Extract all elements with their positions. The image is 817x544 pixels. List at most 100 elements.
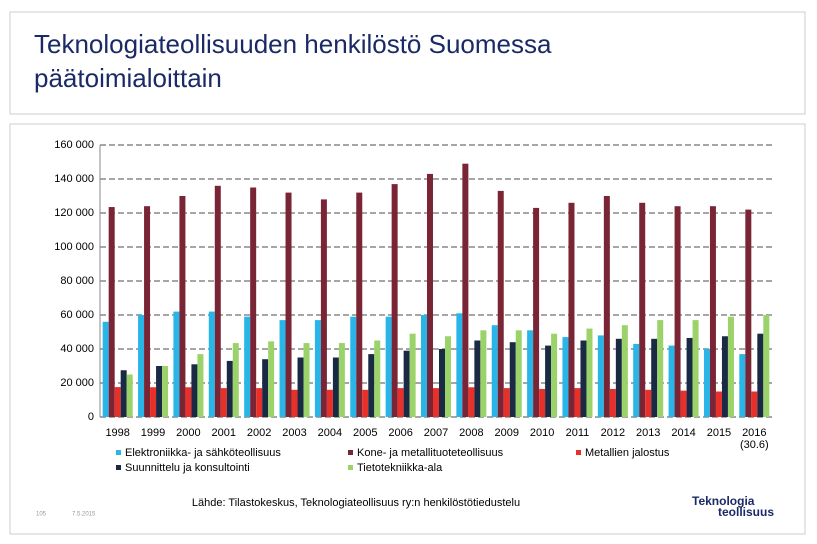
- bar: [403, 350, 410, 417]
- bar: [244, 316, 251, 417]
- bar: [545, 345, 552, 417]
- bar: [397, 388, 404, 417]
- bar: [515, 330, 522, 417]
- x-tick-label: 2001: [212, 427, 236, 439]
- title-box: [9, 11, 806, 115]
- bar: [214, 185, 221, 417]
- bar: [162, 366, 169, 417]
- legend-label: Tietotekniikka-ala: [357, 462, 443, 474]
- bar: [314, 320, 321, 417]
- bar: [580, 340, 587, 417]
- bar: [645, 389, 652, 417]
- bar: [303, 343, 310, 417]
- bar: [320, 199, 327, 417]
- bar: [615, 338, 622, 417]
- bar: [326, 389, 333, 417]
- bar: [427, 173, 433, 417]
- y-tick-label: 100 000: [54, 241, 94, 253]
- bar: [102, 321, 109, 417]
- bar: [474, 340, 481, 417]
- bar: [439, 349, 445, 417]
- x-tick-label: 2011: [566, 427, 590, 439]
- bar: [527, 330, 534, 417]
- bar: [709, 206, 716, 417]
- x-tick-label: 2008: [459, 427, 483, 439]
- bar: [745, 209, 752, 417]
- bar: [220, 388, 227, 417]
- bar: [568, 202, 575, 417]
- bar: [208, 311, 215, 417]
- bar: [480, 330, 487, 417]
- y-tick-label: 40 000: [60, 343, 94, 355]
- bar: [763, 315, 770, 417]
- legend-label: Metallien jalostus: [585, 447, 670, 459]
- x-tick-label: 2002: [247, 427, 271, 439]
- y-tick-label: 0: [88, 411, 94, 423]
- bar: [268, 341, 275, 417]
- y-tick-label: 120 000: [54, 207, 94, 219]
- bar: [757, 333, 764, 417]
- bar: [150, 387, 157, 417]
- bar: [503, 388, 510, 417]
- bar: [668, 345, 675, 417]
- bar: [727, 316, 734, 417]
- bar: [126, 374, 133, 417]
- bar: [533, 207, 540, 417]
- chart-title: päätoimialoittain: [34, 63, 222, 93]
- logo: Teknologia: [692, 494, 755, 508]
- x-tick-label: 2012: [601, 427, 625, 439]
- bar: [156, 366, 163, 417]
- bar: [197, 354, 204, 417]
- page-number: 105: [36, 512, 47, 518]
- legend-swatch: [348, 450, 353, 455]
- y-tick-label: 60 000: [60, 309, 94, 321]
- source: Lähde: Tilastokeskus, Teknologiateollisu…: [192, 497, 520, 509]
- annotation: (30.6): [740, 439, 769, 451]
- bar: [356, 192, 363, 417]
- legend-label: Elektroniikka- ja sähköteollisuus: [125, 447, 281, 459]
- bar: [332, 357, 339, 417]
- bar: [350, 316, 357, 417]
- x-tick-label: 1998: [105, 427, 129, 439]
- legend-label: Kone- ja metallituoteteollisuus: [357, 447, 504, 459]
- bar: [421, 315, 427, 417]
- bar: [179, 196, 186, 417]
- bar: [285, 192, 292, 417]
- bar: [574, 388, 581, 417]
- bar: [562, 337, 569, 417]
- bar: [138, 315, 145, 417]
- bar: [621, 325, 628, 417]
- bar: [374, 340, 381, 417]
- logo: teollisuus: [718, 505, 774, 519]
- bar: [739, 354, 746, 417]
- bar: [703, 349, 710, 417]
- x-tick-label: 2000: [176, 427, 200, 439]
- bar: [433, 388, 439, 417]
- bar: [279, 320, 286, 417]
- date: 7.5.2015: [72, 512, 96, 518]
- bar: [509, 342, 516, 417]
- bar: [385, 316, 392, 417]
- bar: [674, 206, 681, 417]
- x-tick-label: 2006: [388, 427, 412, 439]
- bar: [586, 328, 593, 417]
- bar: [539, 388, 546, 417]
- x-tick-label: 2016: [742, 427, 766, 439]
- bar: [609, 388, 616, 417]
- legend-swatch: [348, 465, 353, 470]
- bar: [191, 364, 198, 417]
- x-tick-label: 1999: [141, 427, 165, 439]
- bar: [262, 359, 269, 417]
- x-tick-label: 2003: [282, 427, 306, 439]
- bar: [462, 163, 469, 417]
- bar: [250, 187, 257, 417]
- bar: [144, 206, 151, 417]
- bar: [108, 207, 115, 417]
- bar: [651, 338, 658, 417]
- x-tick-label: 2015: [707, 427, 731, 439]
- chart-title: Teknologiateollisuuden henkilöstö Suomes…: [34, 29, 552, 59]
- bar: [338, 343, 345, 417]
- legend-swatch: [116, 450, 121, 455]
- bar: [603, 196, 610, 417]
